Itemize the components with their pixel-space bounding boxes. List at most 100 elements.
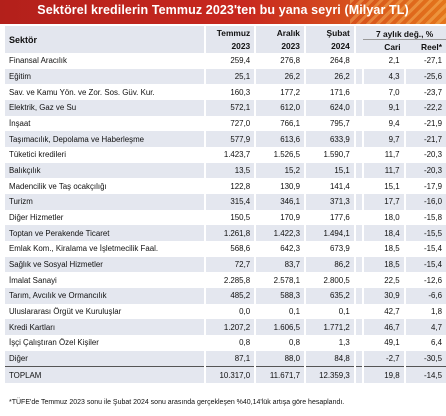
table-row: Toptan ve Perakende Ticaret 1.261,8 1.422,… <box>5 225 446 242</box>
nominal-change-cell: 7,0 <box>363 84 406 101</box>
spacer-cell <box>354 350 365 367</box>
dec2023-cell: 83,7 <box>255 256 306 273</box>
jul2023-cell: 122,8 <box>205 178 257 195</box>
sector-cell: Sav. ve Kamu Yön. ve Zor. Sos. Güv. Kur. <box>5 84 207 101</box>
dec2023-cell: 170,9 <box>255 209 306 226</box>
table-row: Tarım, Avcılık ve Ormancılık 485,2 588,3 63… <box>5 288 446 304</box>
nominal-change-cell: 11,7 <box>363 147 406 163</box>
real-change-cell: -12,6 <box>404 272 446 289</box>
nominal-change-cell: 18,5 <box>363 241 406 257</box>
spacer-cell <box>354 115 365 132</box>
feb2024-cell: 624,0 <box>304 100 356 116</box>
dec2023-cell: 276,8 <box>255 53 306 69</box>
header-dec2023-line2: 2023 <box>255 39 306 53</box>
table-row: İşçi Çalıştıran Özel Kişiler 0,8 0,8 1,3 49,… <box>5 335 446 351</box>
real-change-cell: -20,3 <box>404 162 446 179</box>
total-real-change: -14,5 <box>404 366 446 384</box>
feb2024-cell: 1,3 <box>304 335 356 351</box>
spacer-cell <box>354 209 365 226</box>
sector-cell: Madencilik ve Taş ocakçılığı <box>5 178 207 195</box>
header-feb2024-line2: 2024 <box>304 39 356 53</box>
table-row: Elektrik, Gaz ve Su 572,1 612,0 624,0 9,1 -22… <box>5 100 446 116</box>
dec2023-cell: 26,2 <box>255 68 306 85</box>
page-title: Sektörel kredilerin Temmuz 2023'ten bu y… <box>37 3 409 17</box>
feb2024-cell: 264,8 <box>304 53 356 69</box>
nominal-change-cell: 18,4 <box>363 225 406 242</box>
jul2023-cell: 577,9 <box>205 131 257 148</box>
jul2023-cell: 1.261,8 <box>205 225 257 242</box>
sector-cell: Diğer <box>5 350 207 367</box>
feb2024-cell: 141,4 <box>304 178 356 195</box>
table-row: Finansal Aracılık 259,4 276,8 264,8 2,1 -27,1 <box>5 53 446 69</box>
total-feb2024: 12.359,3 <box>304 366 356 384</box>
sector-cell: Diğer Hizmetler <box>5 209 207 226</box>
feb2024-cell: 86,2 <box>304 256 356 273</box>
jul2023-cell: 568,6 <box>205 241 257 257</box>
footnote: *TÜFE'de Temmuz 2023 sonu ile Şubat 2024… <box>9 399 345 406</box>
table-row: Kredi Kartları 1.207,2 1.606,5 1.771,2 46,7 4… <box>5 319 446 336</box>
dec2023-cell: 1.422,3 <box>255 225 306 242</box>
nominal-change-cell: 9,4 <box>363 115 406 132</box>
spacer-cell <box>354 84 365 101</box>
sector-cell: Kredi Kartları <box>5 319 207 336</box>
jul2023-cell: 160,3 <box>205 84 257 101</box>
real-change-cell: 6,4 <box>404 335 446 351</box>
header-spacer <box>354 26 364 53</box>
spacer-cell <box>354 272 365 289</box>
spacer-cell <box>354 225 365 242</box>
spacer-cell <box>354 147 365 163</box>
sector-cell: İşçi Çalıştıran Özel Kişiler <box>5 335 207 351</box>
feb2024-cell: 26,2 <box>304 68 356 85</box>
dec2023-cell: 1.606,5 <box>255 319 306 336</box>
sector-cell: Elektrik, Gaz ve Su <box>5 100 207 116</box>
real-change-cell: -15,4 <box>404 256 446 273</box>
jul2023-cell: 0,8 <box>205 335 257 351</box>
table-row: Tüketici kredileri 1.423,7 1.526,5 1.590,7 1… <box>5 147 446 163</box>
table-row: Turizm 315,4 346,1 371,3 17,7 -16,0 <box>5 194 446 210</box>
jul2023-cell: 13,5 <box>205 162 257 179</box>
header-real: Reel* <box>404 39 446 53</box>
header-jul2023-line1: Temmuz <box>205 26 257 40</box>
sector-cell: Toptan ve Perakende Ticaret <box>5 225 207 242</box>
real-change-cell: -15,4 <box>404 241 446 257</box>
spacer-cell <box>354 256 365 273</box>
dec2023-cell: 15,2 <box>255 162 306 179</box>
nominal-change-cell: 46,7 <box>363 319 406 336</box>
sector-cell: Tüketici kredileri <box>5 147 207 163</box>
nominal-change-cell: 42,7 <box>363 303 406 320</box>
real-change-cell: -25,6 <box>404 68 446 85</box>
table-row: Sağlık ve Sosyal Hizmetler 72,7 83,7 86,2 18… <box>5 256 446 273</box>
dec2023-cell: 588,3 <box>255 288 306 304</box>
real-change-cell: -15,8 <box>404 209 446 226</box>
jul2023-cell: 1.423,7 <box>205 147 257 163</box>
table-header: Sektör Temmuz Aralık Şubat 7 aylık değ.,… <box>5 26 446 53</box>
nominal-change-cell: 4,3 <box>363 68 406 85</box>
sector-cell: Uluslararası Örgüt ve Kuruluşlar <box>5 303 207 320</box>
spacer-cell <box>354 303 365 320</box>
sector-cell: Sağlık ve Sosyal Hizmetler <box>5 256 207 273</box>
sector-cell: İnşaat <box>5 115 207 132</box>
spacer-cell <box>354 194 365 210</box>
table-row: Madencilik ve Taş ocakçılığı 122,8 130,9 14… <box>5 178 446 195</box>
feb2024-cell: 1.590,7 <box>304 147 356 163</box>
total-dec2023: 11.671,7 <box>255 366 306 384</box>
real-change-cell: -21,9 <box>404 115 446 132</box>
real-change-cell: -21,7 <box>404 131 446 148</box>
dec2023-cell: 613,6 <box>255 131 306 148</box>
sector-cell: Eğitim <box>5 68 207 85</box>
table-row: Taşımacılık, Depolama ve Haberleşme 577,9… <box>5 131 446 148</box>
header-dec2023-line1: Aralık <box>255 26 306 40</box>
table-body: Finansal Aracılık 259,4 276,8 264,8 2,1 -27,1… <box>5 53 446 367</box>
jul2023-cell: 485,2 <box>205 288 257 304</box>
real-change-cell: -20,3 <box>404 147 446 163</box>
dec2023-cell: 642,3 <box>255 241 306 257</box>
dec2023-cell: 130,9 <box>255 178 306 195</box>
title-bar: Sektörel kredilerin Temmuz 2023'ten bu y… <box>0 0 446 24</box>
table-row: Diğer 87,1 88,0 84,8 -2,7 -30,5 <box>5 350 446 367</box>
spacer-cell <box>354 241 365 257</box>
spacer-cell <box>354 131 365 148</box>
nominal-change-cell: -2,7 <box>363 350 406 367</box>
jul2023-cell: 0,0 <box>205 303 257 320</box>
jul2023-cell: 25,1 <box>205 68 257 85</box>
